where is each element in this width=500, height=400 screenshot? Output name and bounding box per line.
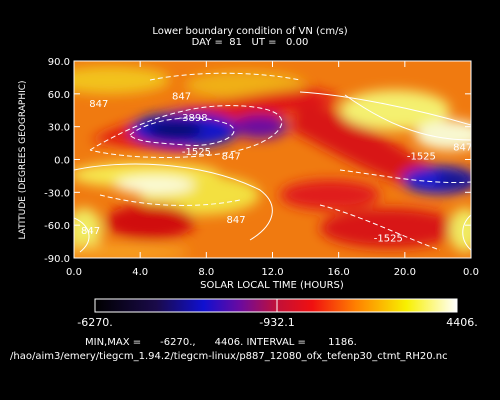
contour-label: 847 bbox=[453, 143, 472, 154]
y-tick-label: 60.0 bbox=[48, 90, 70, 101]
chart-title: Lower boundary condition of VN (cm/s) bbox=[152, 26, 348, 37]
y-tick-label: -60.0 bbox=[44, 221, 70, 232]
colorbar-max-label: 4406. bbox=[446, 316, 478, 329]
y-tick-label: 90.0 bbox=[48, 57, 70, 68]
colorbar-min-label: -6270. bbox=[77, 316, 112, 329]
x-tick-label: 4.0 bbox=[132, 267, 148, 278]
x-axis-label: SOLAR LOCAL TIME (HOURS) bbox=[200, 280, 344, 291]
colorbar bbox=[94, 298, 458, 313]
x-tick-label: 20.0 bbox=[394, 267, 416, 278]
y-tick-label: -30.0 bbox=[44, 188, 70, 199]
contour-label: 847 bbox=[227, 215, 246, 226]
contour-label: 847 bbox=[89, 99, 108, 110]
y-axis-label: LATITUDE (DEGREES GEOGRAPHIC) bbox=[18, 80, 28, 239]
x-tick-label: 0.0 bbox=[66, 267, 82, 278]
y-tick-label: 30.0 bbox=[48, 123, 70, 134]
x-tick-label: 0.0 bbox=[463, 267, 479, 278]
x-tick-label: 8.0 bbox=[198, 267, 214, 278]
contour-label: 847 bbox=[222, 152, 241, 163]
file-path: /hao/aim3/emery/tiegcm_1.94.2/tiegcm-lin… bbox=[10, 351, 448, 362]
heatmap-field bbox=[74, 61, 471, 258]
y-tick-label: 0.0 bbox=[54, 156, 70, 167]
contour-label: -1525 bbox=[374, 234, 403, 245]
colorbar-mid-label: -932.1 bbox=[259, 316, 294, 329]
x-tick-label: 16.0 bbox=[328, 267, 350, 278]
contour-label: -1525 bbox=[407, 152, 436, 163]
x-tick-label: 12.0 bbox=[261, 267, 283, 278]
min-max-readout: MIN,MAX = -6270., 4406. INTERVAL = 1186. bbox=[85, 337, 357, 348]
contour-label: 847 bbox=[81, 226, 100, 237]
y-tick-label: -90.0 bbox=[44, 254, 70, 265]
contour-label: -1525 bbox=[182, 147, 211, 158]
chart-subtitle: DAY = 81 UT = 0.00 bbox=[191, 37, 309, 48]
contour-label: 847 bbox=[172, 91, 191, 102]
contour-lines bbox=[74, 72, 471, 253]
contour-label: -3898 bbox=[179, 113, 208, 124]
